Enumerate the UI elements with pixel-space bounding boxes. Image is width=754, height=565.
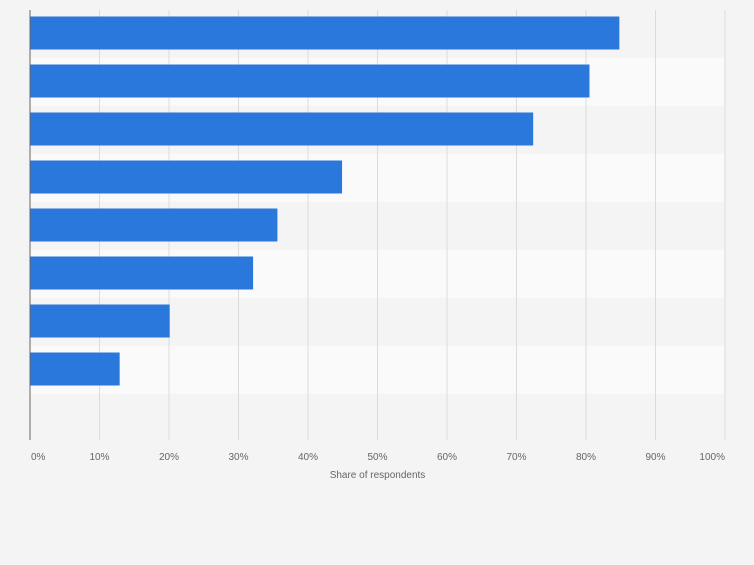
bar bbox=[30, 112, 534, 146]
x-tick-label: 20% bbox=[159, 452, 179, 463]
x-tick-label: 80% bbox=[576, 452, 596, 463]
x-tick-label: 30% bbox=[228, 452, 248, 463]
bar bbox=[30, 256, 254, 290]
bar bbox=[30, 64, 590, 98]
x-tick-label: 100% bbox=[699, 452, 725, 463]
x-tick-labels: 0% 10% 20% 30% 40% 50% 60% 70% 80% 90% 100% bbox=[31, 452, 725, 463]
bar bbox=[30, 304, 170, 338]
x-tick-label: 90% bbox=[645, 452, 665, 463]
bar bbox=[30, 208, 278, 242]
x-axis-label: Share of respondents bbox=[330, 470, 426, 481]
x-tick-label: 50% bbox=[367, 452, 387, 463]
x-tick-label: 40% bbox=[298, 452, 318, 463]
x-tick-label: 0% bbox=[31, 452, 46, 463]
x-tick-label: 10% bbox=[89, 452, 109, 463]
x-tick-label: 70% bbox=[506, 452, 526, 463]
bars bbox=[30, 16, 620, 386]
bar bbox=[30, 16, 620, 50]
x-tick-label: 60% bbox=[437, 452, 457, 463]
bar bbox=[30, 352, 120, 386]
bar bbox=[30, 160, 343, 194]
